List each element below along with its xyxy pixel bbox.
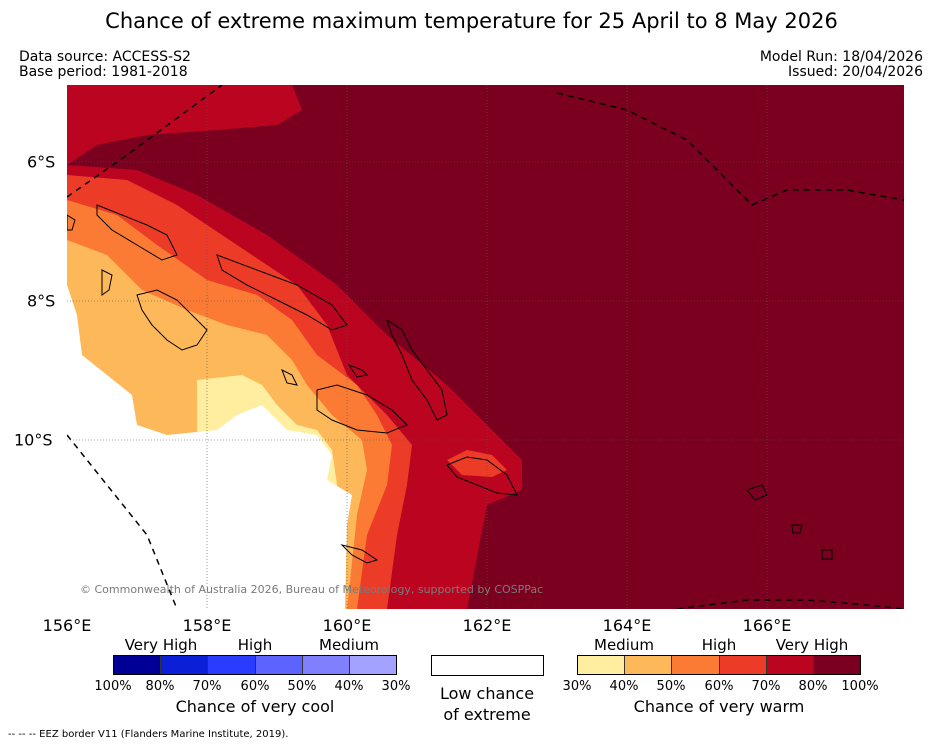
cool-swatch-1 <box>114 656 162 674</box>
warm-very-high-heading: Very High <box>775 636 849 654</box>
lon-label-158: 158°E <box>182 616 232 635</box>
base-period-label: Base period: 1981-2018 <box>19 64 188 80</box>
cool-tick: 30% <box>381 679 411 694</box>
cool-tick: 60% <box>240 679 270 694</box>
lat-label-10s: 10°S <box>14 430 53 450</box>
cool-tick: 70% <box>192 679 222 694</box>
eez-border-footnote: -- -- -- EEZ border V11 (Flanders Marine… <box>8 729 289 740</box>
warm-tick: 30% <box>562 679 592 694</box>
lat-label-8s: 8°S <box>27 291 56 311</box>
model-run-label: Model Run: 18/04/2026 <box>759 49 923 65</box>
cool-tick: 100% <box>94 679 132 694</box>
warm-tick: 80% <box>798 679 828 694</box>
warm-swatch-6 <box>813 656 861 674</box>
lon-label-160: 160°E <box>322 616 372 635</box>
coastlines <box>67 204 833 564</box>
lon-label-162: 162°E <box>462 616 512 635</box>
cool-swatch-6 <box>349 656 397 674</box>
cool-tick: 80% <box>145 679 175 694</box>
lat-label-6s: 6°S <box>27 152 56 172</box>
cool-swatch-2 <box>161 656 209 674</box>
warm-high-heading: High <box>701 636 737 654</box>
lon-label-156: 156°E <box>42 616 92 635</box>
warm-tick: 70% <box>751 679 781 694</box>
warm-tick: 50% <box>656 679 686 694</box>
copyright-text: © Commonwealth of Australia 2026, Bureau… <box>80 583 544 596</box>
low-chance-region <box>67 285 352 609</box>
lon-label-166: 166°E <box>742 616 792 635</box>
low-chance-swatch <box>431 655 544 676</box>
cool-very-high-heading: Very High <box>124 636 198 654</box>
warm-tick: 40% <box>609 679 639 694</box>
warm-swatch-1 <box>578 656 626 674</box>
cool-high-heading: High <box>237 636 273 654</box>
cool-swatch-4 <box>255 656 303 674</box>
cool-tick: 50% <box>287 679 317 694</box>
cool-swatch-5 <box>302 656 350 674</box>
warm-colorbar <box>577 655 861 675</box>
warm-swatch-5 <box>766 656 814 674</box>
cool-colorbar <box>113 655 397 675</box>
cool-medium-heading: Medium <box>319 636 379 654</box>
warm-tick: 60% <box>704 679 734 694</box>
issued-label: Issued: 20/04/2026 <box>788 64 923 80</box>
low-chance-caption: Low chance of extreme <box>407 683 567 725</box>
warm-swatch-4 <box>719 656 767 674</box>
eez-borders <box>67 85 904 609</box>
cool-swatch-3 <box>208 656 256 674</box>
data-source-label: Data source: ACCESS-S2 <box>19 49 191 65</box>
warm-caption: Chance of very warm <box>633 697 805 716</box>
warm-swatch-3 <box>672 656 720 674</box>
cool-caption: Chance of very cool <box>175 697 335 716</box>
map-canvas <box>67 85 904 609</box>
graticule <box>67 85 904 609</box>
map-title: Chance of extreme maximum temperature fo… <box>105 9 838 33</box>
forecast-map[interactable] <box>67 85 904 609</box>
low-chance-caption-line1: Low chance <box>439 684 535 703</box>
low-chance-caption-line2: of extreme <box>443 705 531 724</box>
cool-tick: 40% <box>334 679 364 694</box>
warm-medium-heading: Medium <box>594 636 654 654</box>
lon-label-164: 164°E <box>602 616 652 635</box>
warm-tick: 100% <box>841 679 879 694</box>
warm-swatch-2 <box>625 656 673 674</box>
